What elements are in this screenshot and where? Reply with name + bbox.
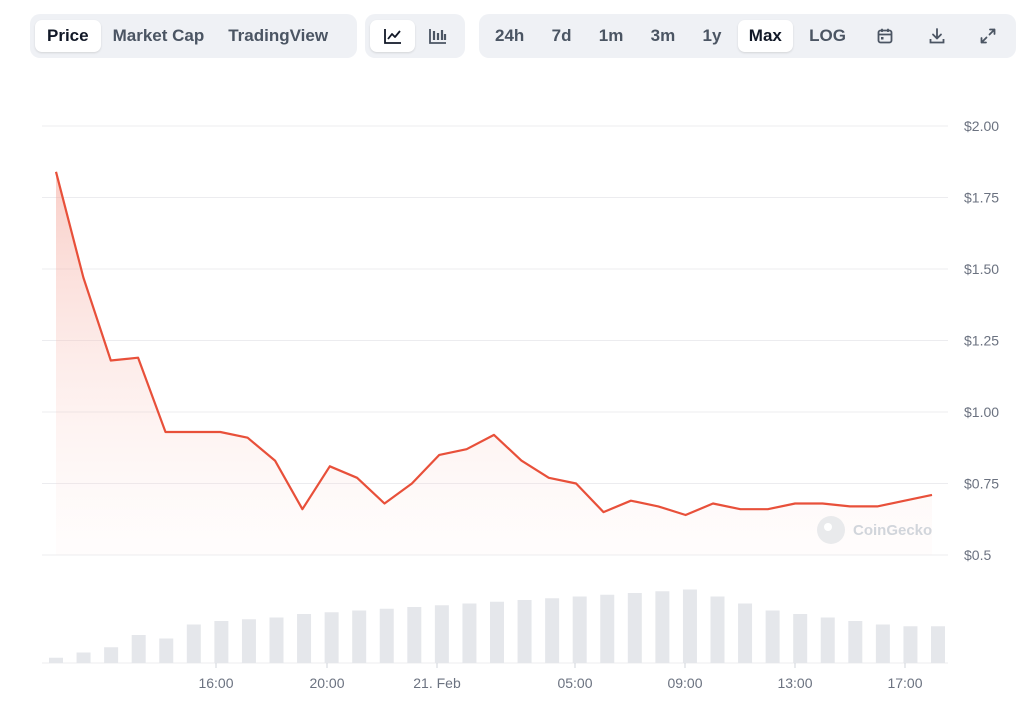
y-tick-label: $1.25	[964, 333, 999, 349]
range-7d[interactable]: 7d	[551, 26, 572, 45]
volume-bar	[600, 594, 615, 663]
volume-bar	[186, 624, 201, 663]
volume-bar	[49, 657, 63, 663]
volume-bar	[324, 612, 339, 663]
watermark-text: CoinGecko	[853, 522, 932, 539]
range-1m[interactable]: 1m	[598, 26, 624, 45]
calendar-icon[interactable]	[862, 20, 908, 52]
price-line	[54, 171, 933, 517]
volume-bar	[820, 617, 835, 663]
range-max[interactable]: Max	[737, 20, 793, 52]
volume-bar	[434, 605, 449, 663]
volume-bar	[682, 589, 697, 663]
volume-bar	[572, 596, 587, 663]
line-chart-icon[interactable]	[370, 20, 415, 52]
range-24h[interactable]: 24h	[495, 26, 525, 45]
x-tick-label: 05:00	[557, 675, 592, 691]
chart-toolbar: Price Market Cap TradingView 24h 7d 1m 3…	[30, 14, 1016, 58]
download-icon[interactable]	[914, 20, 960, 52]
volume-bar	[903, 626, 918, 663]
y-tick-label: $0.5	[964, 547, 991, 563]
x-axis-labels: 16:00 20:00 21. Feb 05:00 09:00 13:00 17:00	[198, 663, 923, 691]
volume-bar	[352, 610, 367, 663]
volume-bar	[407, 607, 422, 663]
y-tick-label: $0.75	[964, 476, 999, 492]
candlestick-chart-icon[interactable]	[415, 20, 460, 52]
volume-bar	[159, 638, 174, 663]
y-tick-label: $1.75	[964, 190, 999, 206]
tab-price[interactable]: Price	[35, 20, 101, 52]
volume-bar	[76, 652, 91, 663]
chart-type-group	[365, 14, 465, 58]
volume-bar	[297, 614, 312, 663]
y-tick-label: $1.00	[964, 404, 999, 420]
y-tick-label: $1.50	[964, 261, 999, 277]
volume-bar	[738, 603, 753, 663]
volume-bar	[379, 608, 394, 663]
volume-bar	[131, 635, 146, 663]
x-tick-label: 13:00	[777, 675, 812, 691]
volume-bar	[848, 621, 863, 663]
expand-icon[interactable]	[965, 20, 1011, 52]
tab-market-cap[interactable]: Market Cap	[112, 26, 205, 45]
volume-bar	[627, 593, 642, 663]
view-tab-group: Price Market Cap TradingView	[30, 14, 357, 58]
y-tick-label: $2.00	[964, 118, 999, 134]
x-tick-label: 09:00	[667, 675, 702, 691]
volume-bar	[490, 601, 504, 663]
x-tick-label: 21. Feb	[413, 675, 461, 691]
x-tick-label: 20:00	[309, 675, 344, 691]
grid-lines	[42, 125, 948, 664]
tab-tradingview[interactable]: TradingView	[228, 26, 329, 45]
volume-bar	[462, 603, 477, 663]
volume-bar	[875, 624, 890, 663]
coingecko-watermark: CoinGecko	[817, 516, 932, 544]
volume-bar	[104, 647, 119, 663]
volume-bar	[765, 610, 780, 663]
volume-bar	[517, 600, 532, 663]
range-1y[interactable]: 1y	[702, 26, 722, 45]
price-area	[56, 171, 932, 556]
volume-bar	[269, 617, 284, 663]
y-axis-labels: $2.00 $1.75 $1.50 $1.25 $1.00 $0.75 $0.5	[964, 118, 999, 563]
volume-bar	[214, 621, 229, 663]
x-tick-label: 17:00	[887, 675, 922, 691]
volume-bar	[793, 614, 808, 663]
volume-bars	[49, 589, 945, 663]
x-tick-label: 16:00	[198, 675, 233, 691]
range-group: 24h 7d 1m 3m 1y Max LOG	[479, 14, 1016, 58]
range-3m[interactable]: 3m	[650, 26, 676, 45]
volume-bar	[931, 626, 945, 663]
volume-bar	[655, 591, 670, 663]
volume-bar	[545, 598, 560, 663]
log-scale-toggle[interactable]: LOG	[809, 26, 847, 45]
volume-bar	[241, 619, 256, 663]
volume-bar	[710, 596, 725, 663]
